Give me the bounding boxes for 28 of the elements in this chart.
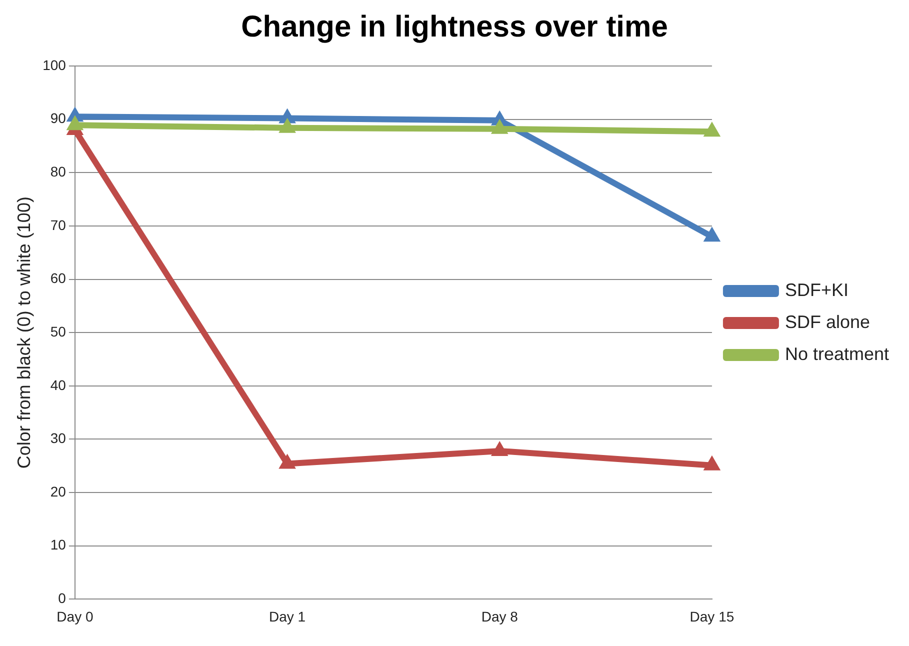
point — [704, 122, 720, 137]
legend-label: SDF alone — [784, 312, 870, 332]
y-tick-label: 90 — [50, 110, 66, 126]
y-tick-label: 0 — [58, 590, 66, 606]
point — [704, 227, 720, 242]
point — [491, 119, 508, 134]
y-tick-label: 100 — [42, 56, 66, 73]
y-tick-label: 70 — [50, 216, 66, 233]
x-tick-label: Day 15 — [690, 608, 734, 624]
x-tick-label: Day 0 — [56, 608, 94, 624]
point — [704, 456, 720, 470]
y-tick-label: 20 — [50, 483, 66, 500]
x-tick-label: Day 1 — [269, 608, 306, 624]
y-axis-title: Color from black (0) to white (100) — [14, 196, 34, 469]
point — [66, 116, 84, 130]
chart-title: Change in lightness over time — [241, 10, 668, 44]
legend-label: SDF+KI — [784, 280, 848, 300]
y-tick-label: 80 — [50, 164, 66, 180]
legend-label: No treatment — [784, 344, 889, 364]
y-tick-label: 10 — [50, 536, 66, 553]
point — [278, 454, 296, 469]
y-tick-label: 30 — [50, 430, 66, 446]
y-tick-label: 50 — [50, 323, 66, 340]
x-tick-label: Day 8 — [481, 608, 518, 624]
point — [278, 118, 296, 133]
y-tick-label: 60 — [50, 270, 66, 286]
y-tick-label: 40 — [50, 376, 66, 393]
point — [491, 441, 508, 456]
